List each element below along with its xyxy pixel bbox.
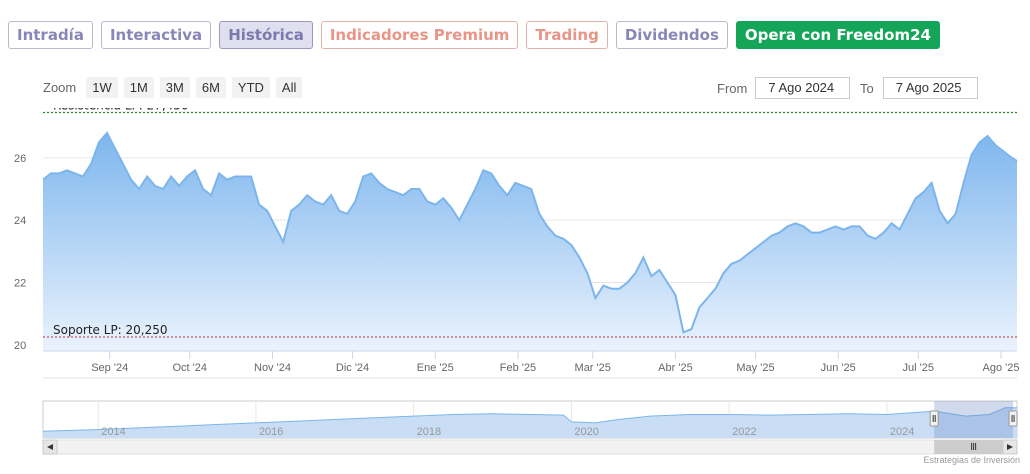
range-to: To 7 Ago 2025	[860, 77, 978, 99]
chevron-left-icon	[47, 444, 53, 450]
tab-trading[interactable]: Trading	[526, 21, 608, 49]
y-tick-label: 20	[14, 340, 26, 352]
y-tick-label: 22	[14, 277, 26, 289]
range-from-label: From	[717, 80, 748, 96]
x-tick-label: Ago '25	[983, 362, 1020, 374]
tab-dividendos[interactable]: Dividendos	[615, 21, 728, 49]
range-from-input[interactable]: 7 Ago 2024	[755, 77, 851, 99]
tab-interactiva[interactable]: Interactiva	[100, 21, 212, 49]
price-chart: Resistencia LP: 27,450 Soporte LP: 20,250…	[14, 108, 1020, 379]
range-to-input[interactable]: 7 Ago 2025	[882, 77, 978, 99]
zoom-ytd-button[interactable]: YTD	[231, 77, 270, 98]
zoom-all-button[interactable]: All	[275, 77, 303, 98]
y-tick-label: 26	[14, 153, 26, 165]
navigator[interactable]: 2014 2016 2018 2020 2022 2024	[0, 395, 1030, 455]
zoom-1m-button[interactable]: 1M	[123, 77, 154, 98]
chevron-right-icon	[1007, 444, 1013, 450]
chart-tabs: Intradía Interactiva Histórica Indicadores …	[8, 21, 940, 49]
x-tick-label: Ene '25	[417, 362, 454, 374]
scrollbar-track[interactable]	[42, 439, 1018, 455]
navigator-selection[interactable]	[934, 401, 1014, 438]
price-area	[43, 132, 1017, 351]
x-tick-label: May '25	[736, 362, 774, 374]
x-tick-label: Sep '24	[91, 362, 128, 374]
x-tick-label: Nov '24	[254, 362, 291, 374]
tab-opera-con-freedom24[interactable]: Opera con Freedom24	[735, 21, 940, 49]
x-tick-label: Dic '24	[336, 362, 369, 374]
x-tick-label: Mar '25	[575, 362, 611, 374]
zoom-6m-button[interactable]: 6M	[195, 77, 226, 98]
navigator-handle-right[interactable]	[1008, 410, 1018, 427]
navigator-line	[42, 407, 1017, 432]
support-label: Soporte LP: 20,250	[53, 323, 168, 337]
chart-credit: Estrategias de Inversión	[923, 455, 1020, 465]
navigator-year-label: 2016	[259, 426, 283, 438]
zoom-label: Zoom	[43, 80, 77, 95]
range-to-label: To	[860, 80, 874, 96]
zoom-3m-button[interactable]: 3M	[159, 77, 190, 98]
x-tick-label: Jul '25	[903, 362, 934, 374]
navigator-handle-left[interactable]	[929, 410, 939, 427]
navigator-year-label: 2020	[574, 426, 598, 438]
tab-histórica[interactable]: Histórica	[219, 21, 313, 49]
x-tick-label: Feb '25	[500, 362, 536, 374]
zoom-1w-button[interactable]: 1W	[86, 77, 118, 98]
resistance-label: Resistencia LP: 27,450	[53, 108, 189, 113]
x-tick-label: Oct '24	[173, 362, 208, 374]
navigator-year-label: 2014	[101, 426, 125, 438]
range-from: From 7 Ago 2024	[717, 77, 851, 99]
price-line	[42, 131, 1018, 334]
navigator-year-label: 2022	[732, 426, 756, 438]
tab-indicadores-premium[interactable]: Indicadores Premium	[320, 21, 519, 49]
zoom-bar: Zoom 1W 1M 3M 6M YTD All	[43, 77, 303, 98]
x-tick-label: Abr '25	[658, 362, 693, 374]
x-tick-label: Jun '25	[821, 362, 856, 374]
tab-intradía[interactable]: Intradía	[8, 21, 93, 49]
y-tick-label: 24	[14, 215, 26, 227]
navigator-year-label: 2024	[890, 426, 914, 438]
navigator-year-label: 2018	[417, 426, 441, 438]
